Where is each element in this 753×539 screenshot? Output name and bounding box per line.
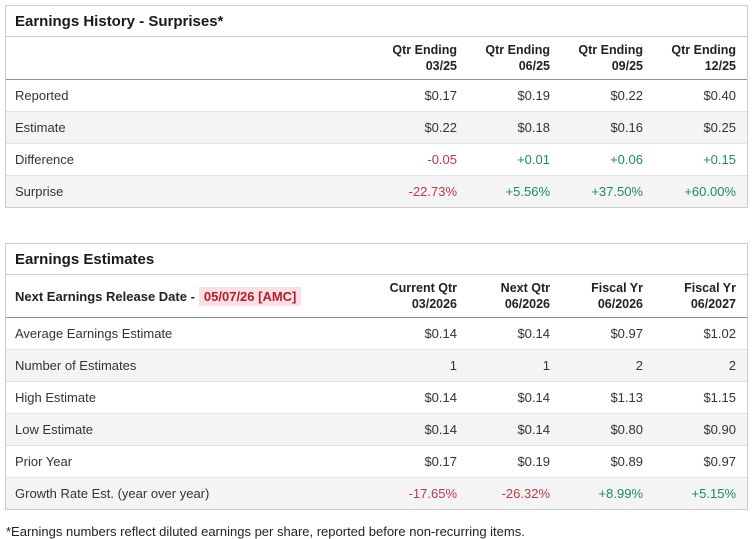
cell-value: $0.90	[703, 422, 736, 437]
cell-value: $0.14	[517, 390, 550, 405]
release-date-highlight: 05/07/26 [AMC]	[198, 286, 302, 306]
table-row: Low Estimate $0.14 $0.14 $0.80 $0.90	[6, 413, 747, 446]
earnings-history-title: Earnings History - Surprises*	[6, 6, 747, 37]
row-label: Estimate	[15, 120, 66, 135]
table-row: Surprise -22.73% +5.56% +37.50% +60.00%	[6, 175, 747, 207]
table-row: Prior Year $0.17 $0.19 $0.89 $0.97	[6, 445, 747, 478]
row-label: Number of Estimates	[15, 358, 137, 373]
cell-value: -26.32%	[501, 486, 550, 501]
cell-value: +8.99%	[598, 486, 643, 501]
cell-value: $1.13	[610, 390, 643, 405]
cell-value: $1.15	[703, 390, 736, 405]
cell-value: $0.18	[517, 120, 550, 135]
earnings-history-table: Qtr Ending 03/25 Qtr Ending 06/25 Qtr En…	[6, 37, 747, 207]
cell-value: +60.00%	[684, 184, 736, 199]
table-row: Estimate $0.22 $0.18 $0.16 $0.25	[6, 111, 747, 144]
cell-value: $0.80	[610, 422, 643, 437]
cell-value: -0.05	[427, 152, 457, 167]
cell-value: $0.14	[424, 422, 457, 437]
cell-value: +37.50%	[591, 184, 643, 199]
cell-value: $0.14	[424, 390, 457, 405]
row-label: Difference	[15, 152, 75, 167]
row-label: Low Estimate	[15, 422, 94, 437]
column-header: Fiscal Yr 06/2026	[591, 281, 643, 311]
column-header: Qtr Ending 06/25	[485, 43, 550, 73]
table-row: Growth Rate Est. (year over year) -17.65…	[6, 477, 747, 509]
cell-value: $0.19	[517, 454, 550, 469]
earnings-estimates-table: Next Earnings Release Date -05/07/26 [AM…	[6, 275, 747, 509]
column-header: Qtr Ending 03/25	[392, 43, 457, 73]
earnings-history-card: Earnings History - Surprises* Qtr Ending…	[5, 5, 748, 208]
cell-value: $0.97	[610, 326, 643, 341]
table-row: Average Earnings Estimate $0.14 $0.14 $0…	[6, 318, 747, 350]
cell-value: $0.40	[703, 88, 736, 103]
row-label: Average Earnings Estimate	[15, 326, 173, 341]
row-label: High Estimate	[15, 390, 96, 405]
cell-value: $0.17	[424, 88, 457, 103]
cell-value: $0.19	[517, 88, 550, 103]
next-earnings-release-cell: Next Earnings Release Date -05/07/26 [AM…	[6, 275, 375, 318]
row-label: Prior Year	[15, 454, 73, 469]
cell-value: -17.65%	[408, 486, 457, 501]
release-date-label: Next Earnings Release Date -	[15, 288, 195, 304]
table-row: High Estimate $0.14 $0.14 $1.13 $1.15	[6, 381, 747, 414]
row-label: Growth Rate Est. (year over year)	[15, 486, 210, 501]
cell-value: 2	[635, 358, 643, 373]
earnings-footnote: *Earnings numbers reflect diluted earnin…	[6, 524, 525, 539]
cell-value: $1.02	[703, 326, 736, 341]
row-label: Surprise	[15, 184, 64, 199]
cell-value: 1	[542, 358, 550, 373]
header-row: Next Earnings Release Date -05/07/26 [AM…	[6, 275, 747, 318]
column-header: Qtr Ending 12/25	[671, 43, 736, 73]
cell-value: $0.22	[424, 120, 457, 135]
earnings-estimates-card: Earnings Estimates Next Earnings Release…	[5, 243, 748, 510]
corner-cell	[6, 37, 375, 80]
column-header: Current Qtr 03/2026	[389, 281, 457, 311]
cell-value: $0.97	[703, 454, 736, 469]
column-header: Fiscal Yr 06/2027	[684, 281, 736, 311]
column-header: Qtr Ending 09/25	[578, 43, 643, 73]
cell-value: $0.25	[703, 120, 736, 135]
table-row: Difference -0.05 +0.01 +0.06 +0.15	[6, 143, 747, 176]
column-header: Next Qtr 06/2026	[500, 281, 550, 311]
cell-value: $0.14	[424, 326, 457, 341]
cell-value: +0.06	[610, 152, 643, 167]
cell-value: $0.16	[610, 120, 643, 135]
cell-value: $0.17	[424, 454, 457, 469]
header-row: Qtr Ending 03/25 Qtr Ending 06/25 Qtr En…	[6, 37, 747, 80]
cell-value: $0.22	[610, 88, 643, 103]
cell-value: +5.15%	[691, 486, 736, 501]
cell-value: 1	[449, 358, 457, 373]
cell-value: +5.56%	[505, 184, 550, 199]
cell-value: $0.89	[610, 454, 643, 469]
table-row: Number of Estimates 1 1 2 2	[6, 349, 747, 382]
cell-value: +0.01	[517, 152, 550, 167]
table-row: Reported $0.17 $0.19 $0.22 $0.40	[6, 80, 747, 112]
cell-value: $0.14	[517, 422, 550, 437]
row-label: Reported	[15, 88, 69, 103]
cell-value: +0.15	[703, 152, 736, 167]
cell-value: $0.14	[517, 326, 550, 341]
cell-value: 2	[728, 358, 736, 373]
earnings-estimates-title: Earnings Estimates	[6, 244, 747, 275]
cell-value: -22.73%	[408, 184, 457, 199]
